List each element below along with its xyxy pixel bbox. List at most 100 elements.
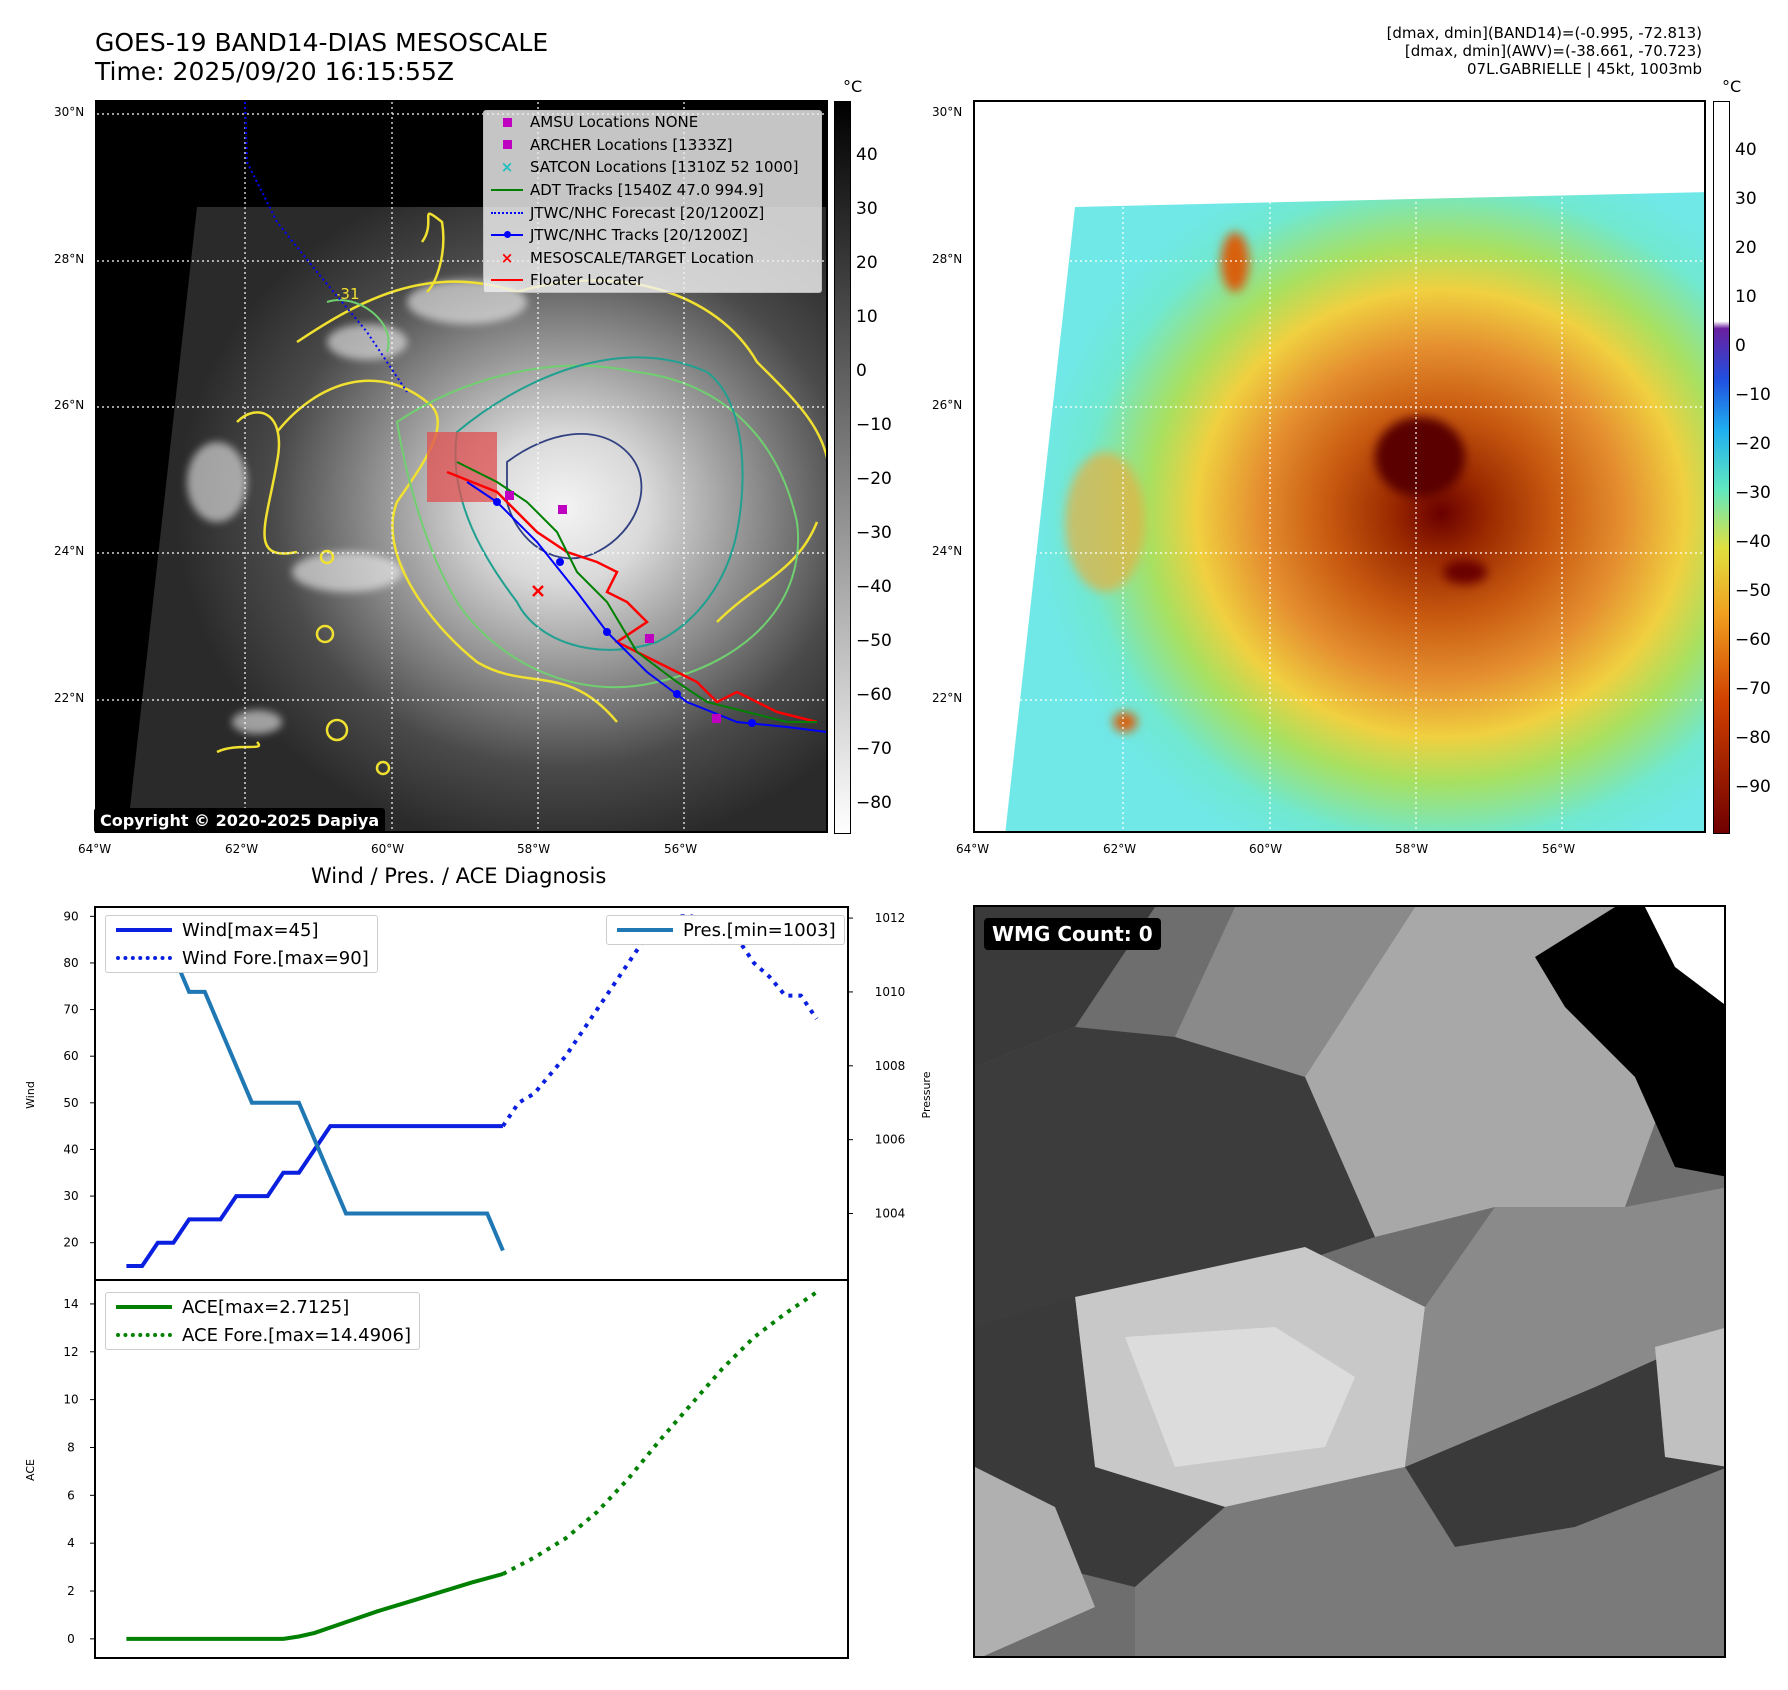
colorbar-tick: −70: [1735, 679, 1771, 699]
y-tick-label: 60: [63, 1049, 78, 1063]
lon-label: 60°W: [371, 842, 405, 856]
legend-satcon: × SATCON Locations [1310Z 52 1000]: [500, 158, 799, 177]
wind-forecast-line: [501, 914, 819, 1128]
wmg-image: [975, 907, 1724, 1656]
y2-tick-label: 1008: [875, 1059, 906, 1073]
y-tick-label: 40: [63, 1142, 78, 1156]
y-tick-label: 80: [63, 956, 78, 970]
colorbar-tick: 40: [1735, 140, 1757, 160]
awv-colorbar: [1713, 101, 1730, 834]
colorbar-tick: −10: [1735, 385, 1771, 405]
pressure-line: [126, 916, 505, 1252]
lat-label: 30°N: [932, 105, 963, 119]
colorbar-tick: −80: [1735, 728, 1771, 748]
legend-pressure: Pres.[min=1003]: [607, 916, 844, 944]
legend-forecast: JTWC/NHC Forecast [20/1200Z]: [484, 201, 821, 224]
band14-range: [dmax, dmin](BAND14)=(-0.995, -72.813): [1386, 24, 1702, 42]
y-tick-label: 8: [67, 1440, 75, 1454]
y-tick-label: 10: [63, 1393, 78, 1407]
lon-label: 58°W: [517, 842, 551, 856]
lat-label: 26°N: [932, 398, 963, 412]
product-title: GOES-19 BAND14-DIAS MESOSCALE: [95, 28, 549, 57]
y2-tick-label: 1006: [875, 1133, 906, 1147]
y-tick-label: 4: [67, 1536, 75, 1550]
awv-map-image: [975, 102, 1704, 831]
ace-legend: ACE[max=2.7125] ACE Fore.[max=14.4906]: [105, 1292, 420, 1350]
y-tick-label: 14: [63, 1297, 78, 1311]
map-legend: AMSU Locations NONE ARCHER Locations [13…: [483, 110, 822, 293]
ir-map-image: -31: [97, 102, 826, 831]
legend-floater: Floater Locater: [484, 269, 821, 292]
colorbar-tick: −60: [856, 685, 892, 705]
y-tick-label: 90: [63, 909, 78, 923]
y2-tick-label: 1012: [875, 911, 906, 925]
lon-label: 56°W: [664, 842, 698, 856]
ace-plot-frame: [94, 1279, 849, 1659]
lat-label: 26°N: [54, 398, 85, 412]
legend-wind-forecast: Wind Fore.[max=90]: [106, 944, 377, 972]
pressure-legend: Pres.[min=1003]: [606, 915, 845, 945]
ace-axis-label: ACE: [24, 1459, 37, 1481]
lon-label: 56°W: [1542, 842, 1576, 856]
colorbar-tick: −80: [856, 793, 892, 813]
colorbar-tick: −40: [1735, 532, 1771, 552]
colorbar-tick: 30: [856, 199, 878, 219]
colorbar-tick: 20: [1735, 238, 1757, 258]
awv-range: [dmax, dmin](AWV)=(-38.661, -70.723): [1404, 42, 1702, 60]
legend-adt: ADT Tracks [1540Z 47.0 994.9]: [484, 179, 821, 202]
colorbar-tick: −20: [1735, 434, 1771, 454]
lat-label: 24°N: [54, 544, 85, 558]
colorbar-tick: 0: [856, 361, 867, 381]
y2-tick-label: 1010: [875, 985, 906, 999]
diagnosis-title: Wind / Pres. / ACE Diagnosis: [311, 864, 607, 888]
colorbar-tick: −20: [856, 469, 892, 489]
lon-label: 62°W: [225, 842, 259, 856]
lon-label: 62°W: [1103, 842, 1137, 856]
colorbar-tick: −70: [856, 739, 892, 759]
colorbar-tick: 40: [856, 145, 878, 165]
colorbar-tick: −30: [856, 523, 892, 543]
y2-tick-label: 1004: [875, 1207, 906, 1221]
ir-colorbar: [834, 101, 851, 834]
legend-ace: ACE[max=2.7125]: [106, 1293, 419, 1321]
lat-label: 22°N: [54, 691, 85, 705]
legend-target: × MESOSCALE/TARGET Location: [500, 248, 755, 267]
colorbar-tick: −30: [1735, 483, 1771, 503]
colorbar-tick: 10: [856, 307, 878, 327]
pressure-axis-label: Pressure: [920, 1071, 933, 1118]
ir-map-panel: -31 AMSU Lo: [95, 100, 828, 833]
colorbar-tick: −90: [1735, 777, 1771, 797]
colorbar-unit: °C: [843, 77, 863, 96]
wind-legend: Wind[max=45] Wind Fore.[max=90]: [105, 915, 378, 973]
y-tick-label: 2: [67, 1584, 75, 1598]
y-tick-label: 0: [67, 1632, 75, 1646]
info-block: [dmax, dmin](BAND14)=(-0.995, -72.813) […: [1387, 24, 1702, 78]
y-tick-label: 30: [63, 1189, 78, 1203]
y-tick-label: 70: [63, 1003, 78, 1017]
legend-nhc-tracks: JTWC/NHC Tracks [20/1200Z]: [484, 224, 821, 247]
colorbar-tick: −10: [856, 415, 892, 435]
colorbar-tick: −40: [856, 577, 892, 597]
y-tick-label: 20: [63, 1236, 78, 1250]
y-tick-label: 6: [67, 1488, 75, 1502]
colorbar-tick: −50: [1735, 581, 1771, 601]
copyright-badge: Copyright © 2020-2025 Dapiya: [94, 808, 386, 833]
lat-label: 28°N: [932, 252, 963, 266]
y-tick-label: 12: [63, 1345, 78, 1359]
colorbar-tick: −50: [856, 631, 892, 651]
wind-pressure-ace-chart: 203040506070809010041006100810101012Wind…: [24, 906, 933, 1659]
contour-label: -31: [335, 285, 360, 303]
lat-label: 22°N: [932, 691, 963, 705]
lon-label: 60°W: [1249, 842, 1283, 856]
colorbar-tick: 0: [1735, 336, 1746, 356]
legend-amsu: AMSU Locations NONE: [484, 111, 821, 134]
wind-axis-label: Wind: [24, 1081, 37, 1109]
lon-label: 64°W: [78, 842, 112, 856]
lat-label: 24°N: [932, 544, 963, 558]
colorbar-tick: 30: [1735, 189, 1757, 209]
legend-wind: Wind[max=45]: [106, 916, 377, 944]
legend-ace-forecast: ACE Fore.[max=14.4906]: [106, 1321, 419, 1349]
colorbar-unit: °C: [1722, 77, 1742, 96]
lon-label: 64°W: [956, 842, 990, 856]
wmg-count-badge: WMG Count: 0: [984, 918, 1161, 950]
